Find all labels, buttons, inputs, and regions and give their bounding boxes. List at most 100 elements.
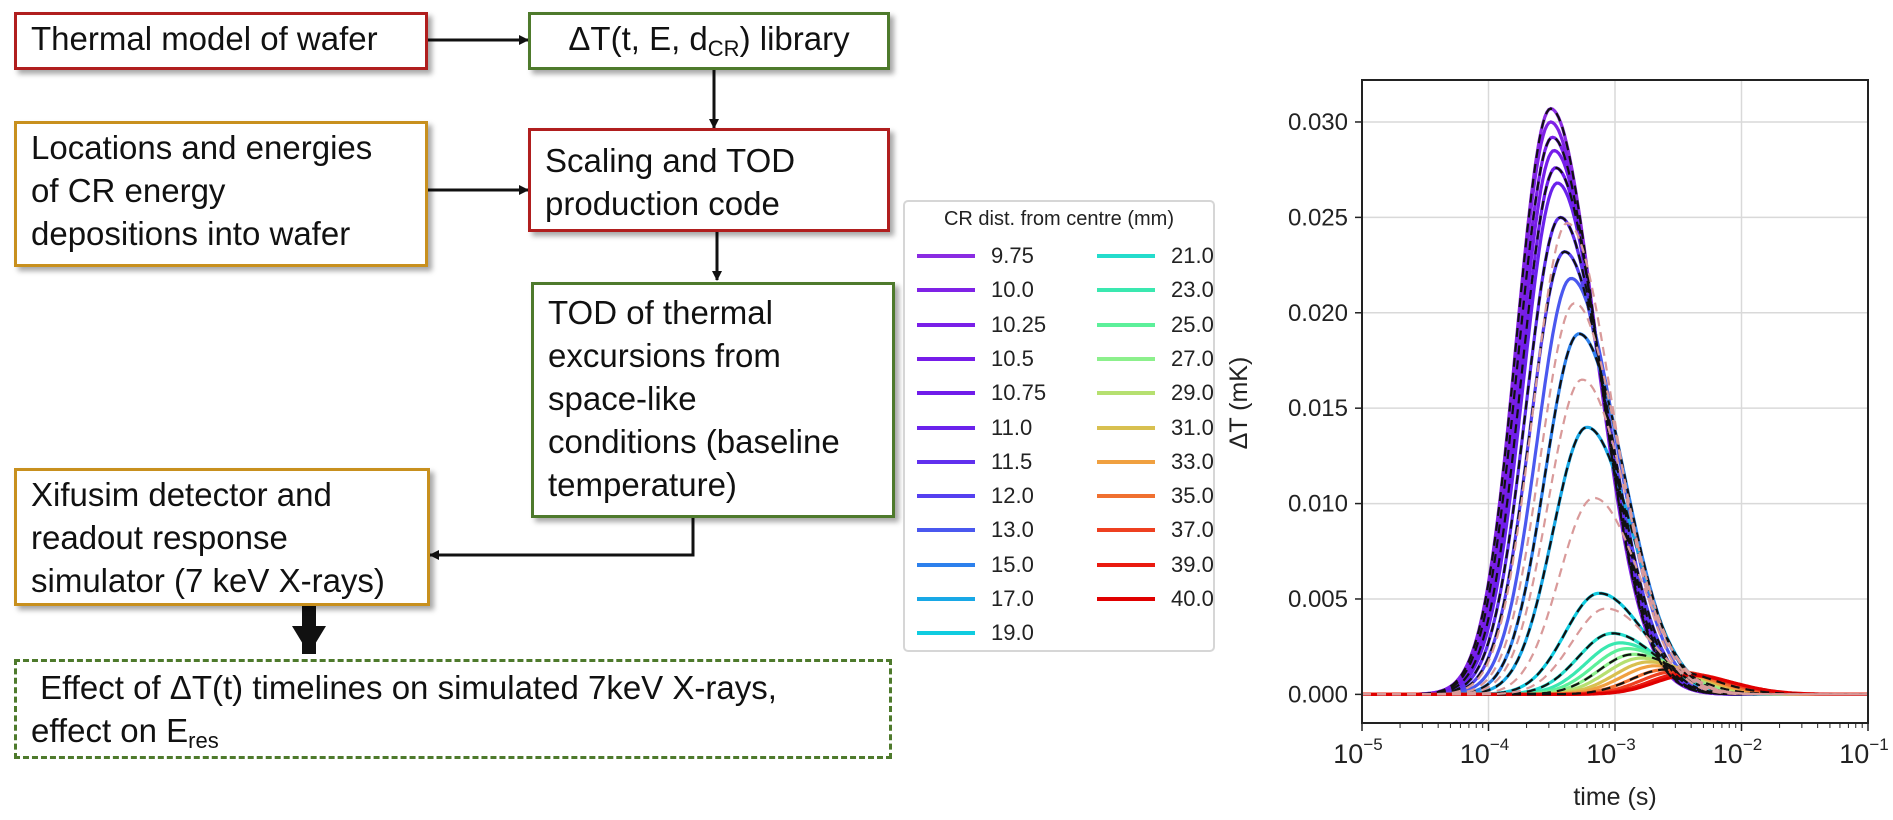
legend-swatch — [1097, 459, 1155, 464]
legend-swatch — [917, 631, 975, 636]
node-tod-line: TOD of thermal — [548, 294, 773, 331]
fit-dashed-line — [1362, 496, 1868, 696]
legend-label: 11.0 — [991, 414, 1033, 440]
node-effect: Effect of ΔT(t) timelines on simulated 7… — [14, 659, 892, 759]
edge-tod-to-xifusim — [429, 518, 695, 560]
legend-swatch — [917, 254, 975, 258]
fit-dashed-line — [1362, 653, 1868, 696]
node-library-sub: CR — [707, 36, 740, 61]
fit-dashed-line — [1362, 136, 1868, 696]
node-scaling: Scaling and TOD production code — [528, 128, 890, 232]
fit-dashed-line — [1362, 592, 1868, 696]
series-line-9.75 — [1362, 106, 1868, 696]
legend-swatch — [917, 288, 975, 293]
legend-label: 31.0 — [1171, 414, 1214, 440]
legend-label: 19.0 — [991, 620, 1034, 646]
series-line-13.0 — [1362, 276, 1868, 696]
legend-swatch — [1097, 528, 1155, 533]
series-line-27.0 — [1362, 652, 1868, 696]
node-tod-line: excursions from — [548, 337, 781, 374]
node-xifusim-line: readout response — [31, 519, 288, 556]
series-line-31.0 — [1362, 660, 1868, 696]
fit-dashed-line — [1362, 332, 1868, 696]
x-tick-label: 10−4 — [1460, 735, 1509, 769]
fit-dashed-line — [1362, 216, 1868, 696]
series-line-11.0 — [1362, 181, 1868, 696]
series-line-29.0 — [1362, 656, 1868, 696]
legend-label: 10.0 — [991, 277, 1034, 303]
series-line-21.0 — [1362, 631, 1868, 696]
series-line-39.0 — [1362, 671, 1868, 696]
node-tod-line: temperature) — [548, 466, 737, 503]
legend-swatch — [917, 356, 975, 361]
series-line-15.0 — [1362, 332, 1868, 696]
series-line-17.0 — [1362, 425, 1868, 696]
series-line-23.0 — [1362, 641, 1868, 696]
series-line-25.0 — [1362, 647, 1868, 696]
node-scaling-line: production code — [545, 185, 780, 222]
series-line-33.0 — [1362, 664, 1868, 696]
legend-swatch — [1097, 391, 1155, 396]
legend-label: 25.0 — [1171, 311, 1214, 337]
series-line-10.25 — [1362, 135, 1868, 696]
fit-dashed-line — [1362, 107, 1868, 696]
node-xifusim-line: Xifusim detector and — [31, 476, 332, 513]
fit-dashed-line — [1362, 250, 1868, 696]
legend-swatch — [917, 597, 975, 601]
x-tick-label: 10−2 — [1713, 735, 1762, 769]
legend-swatch — [917, 459, 975, 464]
node-locations-line: depositions into wafer — [31, 215, 351, 252]
legend-swatch — [1097, 494, 1155, 499]
plot-grid — [1361, 80, 1869, 723]
node-scaling-line: Scaling and TOD — [545, 142, 796, 179]
legend-swatch — [917, 322, 975, 327]
x-tick-label: 10−3 — [1586, 735, 1635, 769]
plot-ticks: 0.000 0.005 0.010 0.015 0.020 0.025 0.030 10−5 1… — [1288, 109, 1889, 769]
legend-swatch — [1097, 562, 1155, 567]
node-effect-line: Effect of ΔT(t) timelines on simulated 7… — [31, 669, 777, 706]
node-library: ΔT(t, E, dCR) library — [528, 12, 890, 70]
legend-label: 15.0 — [991, 551, 1034, 577]
node-tod-line: conditions (baseline — [548, 423, 840, 460]
legend-swatch — [917, 494, 975, 499]
fit-dashed-line — [1362, 166, 1868, 696]
legend-label: 10.75 — [991, 380, 1047, 406]
x-axis-label: time (s) — [1573, 783, 1656, 811]
legend-label: 9.75 — [991, 243, 1034, 268]
y-tick-label: 0.010 — [1288, 491, 1348, 518]
legend-swatch — [1097, 254, 1155, 258]
fit-dashed-line — [1362, 426, 1868, 696]
y-axis-label: ΔT (mK) — [1225, 357, 1253, 450]
node-locations-line: Locations and energies — [31, 129, 373, 166]
legend-label: 21.0 — [1171, 243, 1214, 268]
y-tick-label: 0.005 — [1288, 586, 1348, 613]
node-effect-line: effect on E — [31, 712, 189, 749]
legend-swatch — [1097, 597, 1155, 601]
series-line-37.0 — [1362, 669, 1868, 696]
node-xifusim-line: simulator (7 keV X-rays) — [31, 562, 385, 599]
plot-curves — [1362, 106, 1868, 696]
legend-title: CR dist. from centre (mm) — [943, 208, 1175, 230]
legend-label: 27.0 — [1171, 345, 1214, 371]
node-library-text: ΔT(t, E, d — [568, 20, 708, 57]
node-thermal-model-text: Thermal model of wafer — [31, 20, 378, 57]
series-line-35.0 — [1362, 668, 1868, 696]
legend-swatch — [917, 425, 975, 430]
flow-arrows — [292, 35, 722, 654]
fit-dashed-line — [1362, 632, 1868, 696]
node-thermal-model: Thermal model of wafer — [14, 12, 428, 70]
legend-swatch — [1097, 288, 1155, 293]
legend-label: 13.0 — [991, 517, 1034, 543]
fit-dashed-line — [1362, 607, 1868, 696]
series-line-19.0 — [1362, 591, 1868, 696]
legend-label: 17.0 — [991, 586, 1034, 611]
legend-label: 40.0 — [1171, 586, 1214, 611]
node-locations-line: of CR energy — [31, 172, 226, 209]
legend-swatch — [917, 528, 975, 533]
fit-dashed-line — [1362, 668, 1868, 696]
y-tick-label: 0.000 — [1288, 681, 1348, 708]
node-effect-sub: res — [188, 728, 219, 753]
plot-frame — [1361, 79, 1869, 724]
legend-swatch — [1097, 356, 1155, 361]
node-locations: Locations and energies of CR energy depo… — [14, 121, 428, 267]
